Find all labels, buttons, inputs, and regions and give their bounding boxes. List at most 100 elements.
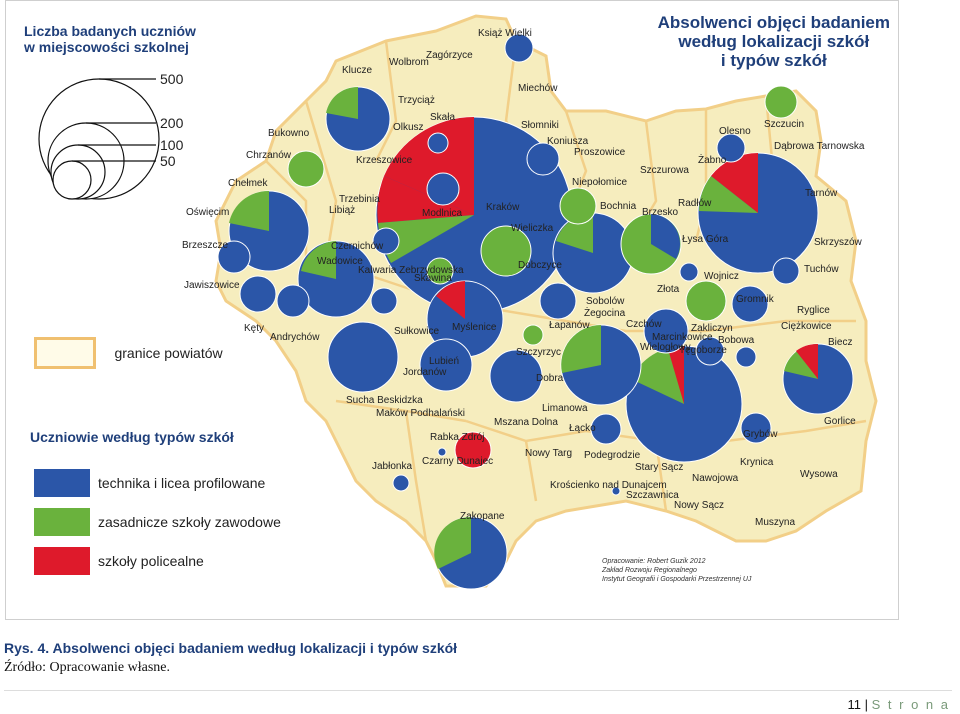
place-label: Łapanów xyxy=(549,320,590,331)
legend-swatch-zasadnicze xyxy=(34,508,90,536)
place-label: Skrzyszów xyxy=(814,237,863,248)
legend-item-technika: technika i licea profilowane xyxy=(34,469,274,499)
place-label: Sucha Beskidzka xyxy=(346,395,423,406)
place-label: Żabno xyxy=(698,153,727,166)
page-number-separator: | xyxy=(864,697,872,712)
place-label: Maków Podhalański xyxy=(376,408,465,419)
size-legend-value-100: 100 xyxy=(160,137,184,153)
place-label: Bukowno xyxy=(268,128,310,139)
pie-myslenice xyxy=(426,280,504,358)
figure-frame: 500 200 100 50 xyxy=(5,0,899,620)
map-credits: Opracowanie: Robert Guzik 2012 Zakład Ro… xyxy=(602,557,751,584)
place-labels: Klucze Wolbrom Zagórzyce Książ Wielki Mi… xyxy=(182,28,865,528)
place-label: Biecz xyxy=(828,337,852,348)
place-label: Łącko xyxy=(569,423,596,434)
place-label: Nowy Targ xyxy=(525,448,572,459)
place-label: Podegrodzie xyxy=(584,450,641,461)
place-label: Wysowa xyxy=(800,469,838,480)
place-label: Zagórzyce xyxy=(426,50,473,61)
place-label: Trzebinia xyxy=(339,194,380,205)
legend-label-zasadnicze: zasadnicze szkoły zawodowe xyxy=(98,514,281,530)
size-legend-title-line: w miejscowości szkolnej xyxy=(24,39,189,55)
legend-swatch-policealne xyxy=(34,547,90,575)
place-label: Szczawnica xyxy=(626,490,679,501)
map-title-line: według lokalizacji szkół xyxy=(678,32,870,51)
place-label: Grybów xyxy=(743,429,778,440)
place-label: Libiąż xyxy=(329,205,355,216)
legend-label-policealne: szkoły policealne xyxy=(98,553,204,569)
place-label: Kalwaria Zebrzydowska xyxy=(358,265,464,276)
legend-swatch-technika xyxy=(34,469,90,497)
place-label: Gorlice xyxy=(824,416,856,427)
size-legend-value-200: 200 xyxy=(160,115,184,131)
map-canvas: 500 200 100 50 xyxy=(38,14,878,590)
place-label: Kraków xyxy=(486,202,520,213)
small-pies xyxy=(217,33,800,496)
pie-brzesko xyxy=(620,213,682,275)
place-label: Wadowice xyxy=(317,256,363,267)
place-label: Chrzanów xyxy=(246,150,292,161)
place-label: Wolbrom xyxy=(389,57,429,68)
place-label: Jabłonka xyxy=(372,461,412,472)
credits-line: Zakład Rozwoju Regionalnego xyxy=(602,567,697,574)
place-label: Zakliczyn xyxy=(691,323,733,334)
place-label: Brzeszcze xyxy=(182,240,229,251)
footer-rule xyxy=(4,690,952,691)
place-label: Szczucin xyxy=(764,119,804,130)
place-label: Szczurowa xyxy=(640,165,689,176)
page-word: S t r o n a xyxy=(871,697,950,712)
place-label: Czchów xyxy=(626,319,662,330)
place-label: Trzyciąż xyxy=(398,95,435,106)
pie-zakopane xyxy=(434,516,508,590)
place-label: Modlnica xyxy=(422,208,462,219)
place-label: Dobczyce xyxy=(518,260,562,271)
place-label: Książ Wielki xyxy=(478,28,532,39)
place-label: Nowy Sącz xyxy=(674,500,724,511)
place-label: Bobowa xyxy=(718,335,755,346)
pie-symbols xyxy=(217,33,854,590)
type-legend-title: Uczniowie według typów szkół xyxy=(30,429,234,445)
place-label: Jawiszowice xyxy=(184,280,240,291)
pie-olkusz xyxy=(325,86,391,152)
place-label: Limanowa xyxy=(542,403,588,414)
place-label: Słomniki xyxy=(521,120,559,131)
pie-tarnow xyxy=(697,152,819,274)
place-label: Tarnów xyxy=(805,188,838,199)
map-title: Absolwenci objęci badaniem według lokali… xyxy=(658,13,890,70)
pie-wadowice xyxy=(297,240,375,318)
place-label: Nawojowa xyxy=(692,473,739,484)
place-label: Czarny Dunajec xyxy=(422,456,493,467)
place-label: Wielogłowy xyxy=(640,342,691,353)
place-label: Wieliczka xyxy=(511,223,554,234)
page-number-value: 11 xyxy=(847,697,862,712)
place-label: Tuchów xyxy=(804,264,839,275)
place-label: Andrychów xyxy=(270,332,320,343)
size-legend-leaders xyxy=(72,78,156,162)
place-label: Dobra xyxy=(536,373,564,384)
pie-nowy-sacz xyxy=(625,345,743,463)
place-label: Klucze xyxy=(342,65,372,76)
place-label: Sobolów xyxy=(586,296,625,307)
place-label: Zakopane xyxy=(460,511,505,522)
place-label: Proszowice xyxy=(574,147,626,158)
place-label: Skawina xyxy=(414,273,452,284)
place-label: Brzesko xyxy=(642,207,679,218)
place-label: Stary Sącz xyxy=(635,462,683,473)
boundary-label: granice powiatów xyxy=(114,345,223,361)
place-label: Lubień xyxy=(429,356,459,367)
size-legend-circles xyxy=(38,78,160,200)
pie-bochnia xyxy=(552,212,634,294)
place-label: Wojnicz xyxy=(704,271,739,282)
place-label: Dąbrowa Tarnowska xyxy=(774,141,865,152)
place-label: Mszana Dolna xyxy=(494,417,558,428)
map-title-line: i typów szkół xyxy=(720,51,827,70)
legend-label-technika: technika i licea profilowane xyxy=(98,475,266,491)
place-label: Olkusz xyxy=(393,122,424,133)
place-label: Olesno xyxy=(719,126,751,137)
legend-item-policealne: szkoły policealne xyxy=(34,547,274,577)
size-legend-value-500: 500 xyxy=(160,71,184,87)
page-number: 11 | S t r o n a xyxy=(848,697,951,712)
place-label: Marcinkowice xyxy=(652,332,713,343)
place-label: Łysa Góra xyxy=(682,234,729,245)
place-label: Gromnik xyxy=(736,294,775,305)
